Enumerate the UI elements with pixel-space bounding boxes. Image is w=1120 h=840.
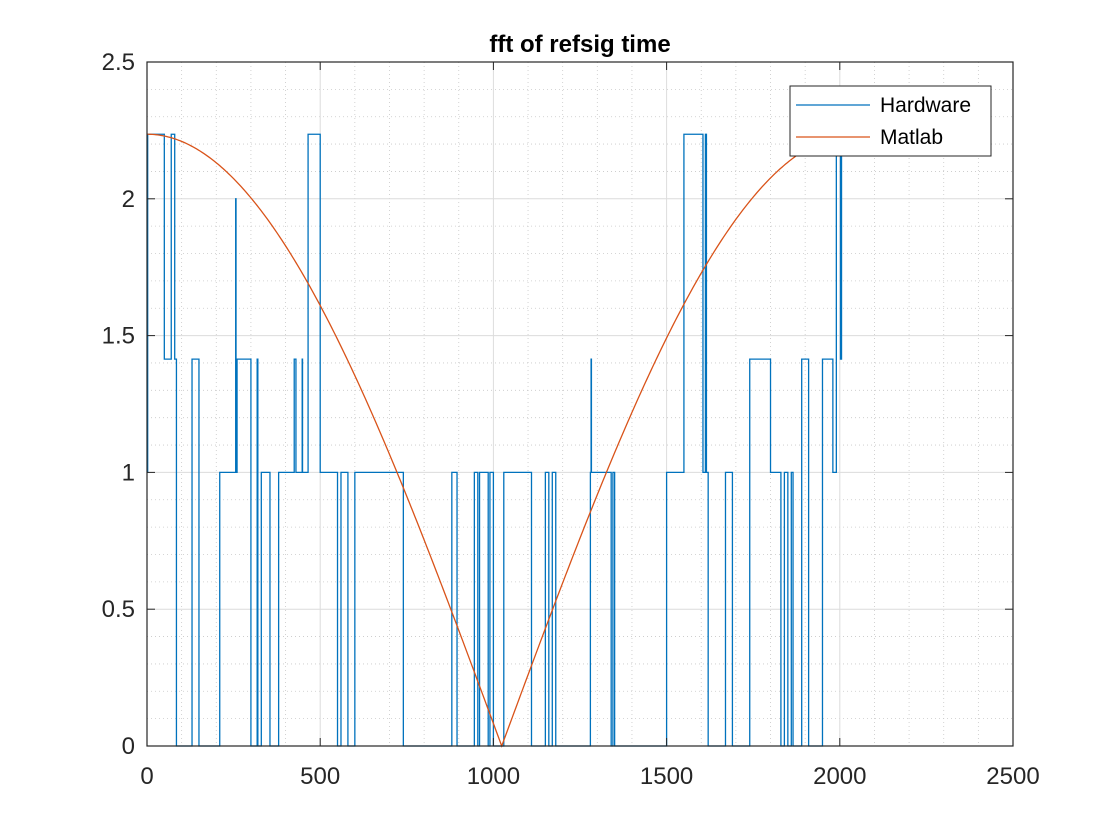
y-tick-label: 0.5 — [102, 596, 135, 623]
y-tick-label: 1.5 — [102, 323, 135, 350]
series-line-hardware — [147, 133, 843, 747]
legend-label: Matlab — [880, 126, 943, 149]
minor-grid — [147, 62, 1013, 746]
chart-title: fft of refsig time — [489, 31, 670, 58]
y-tick-label: 1 — [122, 459, 135, 486]
x-tick-label: 500 — [300, 763, 340, 790]
plot-area — [147, 62, 1013, 746]
x-tick-label: 2500 — [986, 763, 1039, 790]
x-tick-label: 1000 — [467, 763, 520, 790]
y-tick-label: 0 — [122, 733, 135, 760]
legend-box — [789, 85, 992, 157]
y-tick-label: 2 — [122, 186, 135, 213]
y-tick-label: 2.5 — [102, 49, 135, 76]
legend: Hardware Matlab — [789, 85, 992, 157]
ticks — [146, 61, 1014, 747]
tick-labels: 0 500 1000 1500 2000 2500 0 0.5 1 1.5 2 2.5 — [102, 49, 1040, 790]
x-tick-label: 1500 — [640, 763, 693, 790]
legend-label: Hardware — [880, 94, 971, 117]
axes-box — [146, 61, 1014, 747]
x-tick-label: 2000 — [813, 763, 866, 790]
x-tick-label: 0 — [140, 763, 153, 790]
